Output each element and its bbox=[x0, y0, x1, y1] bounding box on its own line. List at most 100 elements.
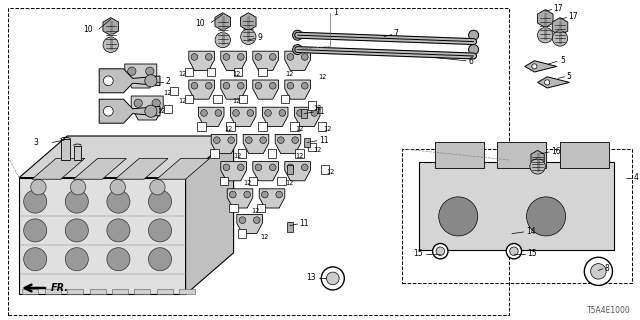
Text: 17: 17 bbox=[568, 12, 578, 21]
Circle shape bbox=[255, 83, 262, 89]
Circle shape bbox=[191, 83, 198, 89]
Polygon shape bbox=[259, 189, 285, 208]
Text: 11: 11 bbox=[319, 136, 328, 145]
Bar bbox=[230, 204, 238, 212]
Text: 3: 3 bbox=[33, 138, 38, 147]
Circle shape bbox=[237, 164, 244, 171]
Circle shape bbox=[65, 190, 88, 213]
Circle shape bbox=[468, 44, 479, 55]
Circle shape bbox=[223, 83, 230, 89]
Circle shape bbox=[584, 257, 612, 285]
Text: 7: 7 bbox=[394, 29, 399, 38]
Circle shape bbox=[269, 83, 276, 89]
Polygon shape bbox=[186, 136, 234, 294]
Polygon shape bbox=[19, 178, 186, 294]
Circle shape bbox=[107, 219, 130, 242]
Circle shape bbox=[104, 76, 113, 86]
Circle shape bbox=[269, 164, 276, 171]
Bar bbox=[304, 138, 310, 147]
Polygon shape bbox=[552, 18, 568, 36]
Polygon shape bbox=[275, 134, 301, 154]
Bar bbox=[291, 122, 299, 131]
Bar bbox=[287, 222, 293, 232]
Bar bbox=[67, 289, 83, 294]
Circle shape bbox=[255, 54, 262, 60]
Text: 12: 12 bbox=[296, 153, 304, 159]
Circle shape bbox=[146, 67, 154, 76]
Bar bbox=[238, 149, 246, 158]
Circle shape bbox=[538, 28, 553, 43]
Text: 2: 2 bbox=[165, 77, 170, 86]
Circle shape bbox=[262, 191, 268, 198]
Circle shape bbox=[532, 64, 537, 69]
Circle shape bbox=[110, 180, 125, 195]
Bar bbox=[268, 149, 276, 158]
Text: 12: 12 bbox=[232, 71, 241, 77]
Bar bbox=[435, 141, 484, 168]
Circle shape bbox=[530, 159, 545, 174]
Polygon shape bbox=[241, 13, 256, 31]
Circle shape bbox=[201, 110, 207, 116]
Circle shape bbox=[276, 191, 282, 198]
Circle shape bbox=[148, 190, 172, 213]
Bar bbox=[259, 122, 267, 131]
Bar bbox=[207, 68, 216, 76]
Bar bbox=[185, 95, 193, 103]
Text: 11: 11 bbox=[300, 219, 309, 228]
Circle shape bbox=[107, 248, 130, 271]
Bar bbox=[74, 146, 81, 160]
Circle shape bbox=[265, 110, 271, 116]
Bar bbox=[287, 165, 293, 174]
Text: 12: 12 bbox=[234, 153, 242, 159]
Circle shape bbox=[439, 197, 478, 236]
Bar bbox=[238, 229, 246, 238]
Polygon shape bbox=[221, 162, 246, 181]
Text: 12: 12 bbox=[285, 71, 293, 77]
Text: 17: 17 bbox=[554, 4, 563, 13]
Bar bbox=[185, 68, 193, 76]
Polygon shape bbox=[253, 80, 278, 99]
Text: 11: 11 bbox=[316, 107, 325, 116]
Circle shape bbox=[237, 83, 244, 89]
Circle shape bbox=[215, 110, 221, 116]
Bar bbox=[278, 177, 286, 185]
Circle shape bbox=[191, 54, 198, 60]
Polygon shape bbox=[198, 107, 224, 126]
Circle shape bbox=[24, 248, 47, 271]
Polygon shape bbox=[99, 69, 160, 93]
Text: 15: 15 bbox=[527, 249, 536, 258]
Circle shape bbox=[269, 54, 276, 60]
Polygon shape bbox=[189, 51, 214, 70]
Polygon shape bbox=[538, 77, 570, 88]
Bar bbox=[61, 139, 70, 160]
Circle shape bbox=[237, 54, 244, 60]
Circle shape bbox=[591, 264, 606, 279]
Polygon shape bbox=[243, 134, 269, 154]
Circle shape bbox=[148, 219, 172, 242]
Circle shape bbox=[436, 247, 445, 255]
Circle shape bbox=[24, 219, 47, 242]
Bar bbox=[8, 8, 509, 315]
Bar bbox=[239, 95, 248, 103]
Polygon shape bbox=[294, 107, 320, 126]
Text: 1: 1 bbox=[333, 8, 337, 17]
Text: 4: 4 bbox=[634, 173, 639, 182]
Circle shape bbox=[278, 137, 284, 143]
Bar bbox=[402, 149, 632, 283]
Circle shape bbox=[506, 244, 522, 259]
Circle shape bbox=[311, 110, 317, 116]
Polygon shape bbox=[115, 158, 168, 179]
Polygon shape bbox=[157, 158, 210, 179]
Bar bbox=[308, 143, 317, 151]
Bar bbox=[90, 289, 106, 294]
Circle shape bbox=[301, 54, 308, 60]
Text: 12: 12 bbox=[178, 71, 186, 77]
Text: 14: 14 bbox=[526, 227, 536, 236]
Text: 12: 12 bbox=[326, 169, 335, 175]
Polygon shape bbox=[237, 214, 262, 234]
Circle shape bbox=[239, 217, 246, 223]
Text: 9: 9 bbox=[257, 33, 262, 42]
Circle shape bbox=[24, 190, 47, 213]
Text: 6: 6 bbox=[468, 57, 474, 66]
Circle shape bbox=[233, 110, 239, 116]
